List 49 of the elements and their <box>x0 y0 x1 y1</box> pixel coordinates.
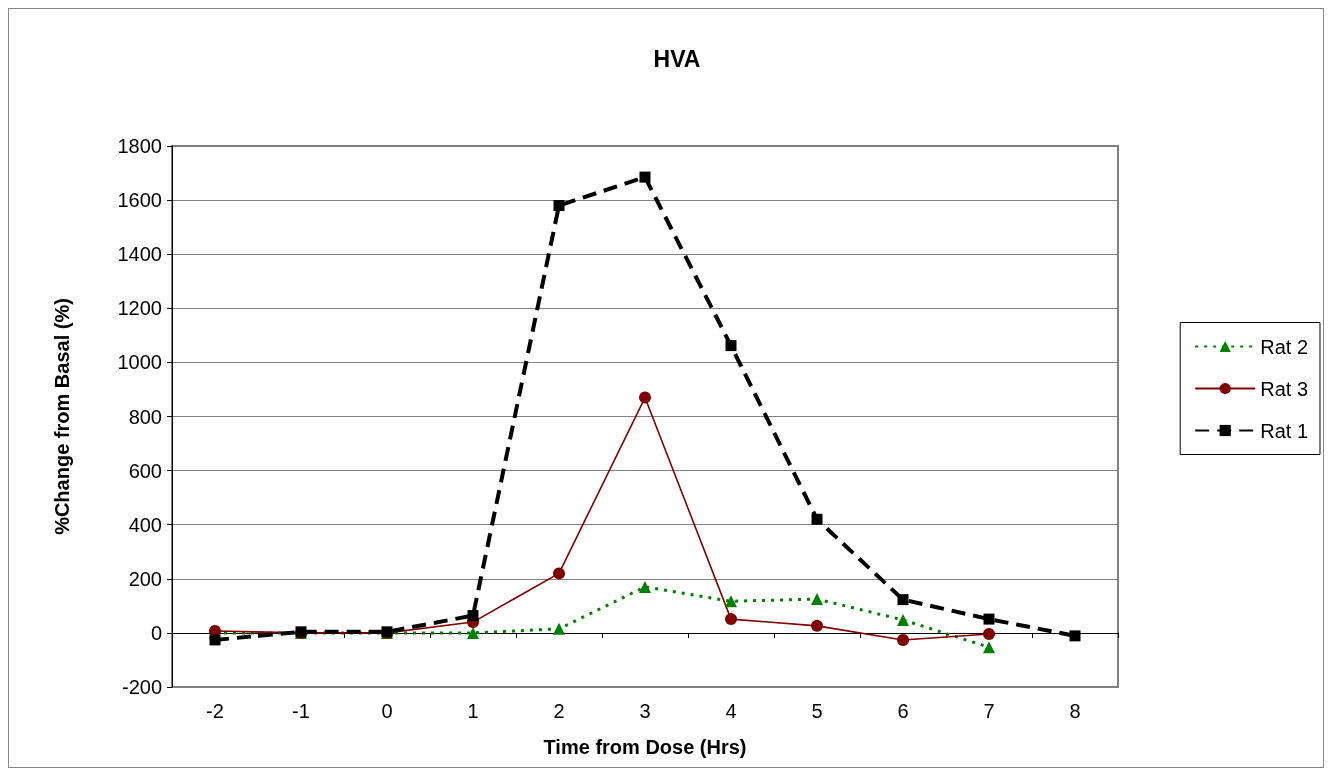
point <box>467 610 479 622</box>
point <box>725 613 737 626</box>
point <box>553 200 565 212</box>
point <box>983 613 995 625</box>
point <box>811 619 823 632</box>
y-tick-label: -200 <box>121 676 162 698</box>
x-axis-title: Time from Dose (Hrs) <box>543 736 747 758</box>
point <box>639 391 651 404</box>
point <box>639 580 651 593</box>
y-tick-label: 200 <box>128 567 162 590</box>
x-tick-label: 0 <box>381 700 393 722</box>
x-tick-label: 3 <box>639 700 651 722</box>
x-tick-label: 8 <box>1069 700 1081 722</box>
point <box>983 641 995 654</box>
x-tick-label: 2 <box>553 700 565 722</box>
legend-label: Rat 1 <box>1260 419 1309 442</box>
point <box>983 627 995 640</box>
point <box>811 513 823 525</box>
point <box>897 594 909 606</box>
x-tick-label: 1 <box>467 700 479 722</box>
point <box>811 593 823 606</box>
x-tick-label: 7 <box>983 700 995 722</box>
y-tick-label: 0 <box>150 621 162 644</box>
x-tick-label: -1 <box>292 700 310 722</box>
y-tick-label: 600 <box>128 459 162 482</box>
x-tick-label: 6 <box>897 700 909 722</box>
point <box>897 613 909 626</box>
chart-title: HVA <box>653 45 701 72</box>
y-tick-label: 800 <box>128 405 162 428</box>
y-tick-label: 1600 <box>117 189 162 212</box>
y-tick-label: 1000 <box>117 351 162 374</box>
y-tick-label: 1400 <box>117 243 162 266</box>
y-tick-label: 400 <box>128 513 162 536</box>
x-tick-label: -2 <box>206 700 224 722</box>
point <box>897 633 909 646</box>
point <box>209 634 221 646</box>
y-tick-label: 1800 <box>117 135 162 157</box>
point <box>553 622 565 635</box>
point <box>553 567 565 580</box>
point <box>725 595 737 608</box>
point <box>1069 630 1081 642</box>
legend-label: Rat 3 <box>1260 377 1309 400</box>
y-tick-label: 1200 <box>117 297 162 320</box>
y-axis-title: %Change from Basal (%) <box>51 298 73 535</box>
point <box>725 340 737 352</box>
legend-label: Rat 2 <box>1260 335 1309 358</box>
point <box>639 171 651 183</box>
x-tick-label: 5 <box>811 700 823 722</box>
x-tick-label: 4 <box>725 700 737 722</box>
